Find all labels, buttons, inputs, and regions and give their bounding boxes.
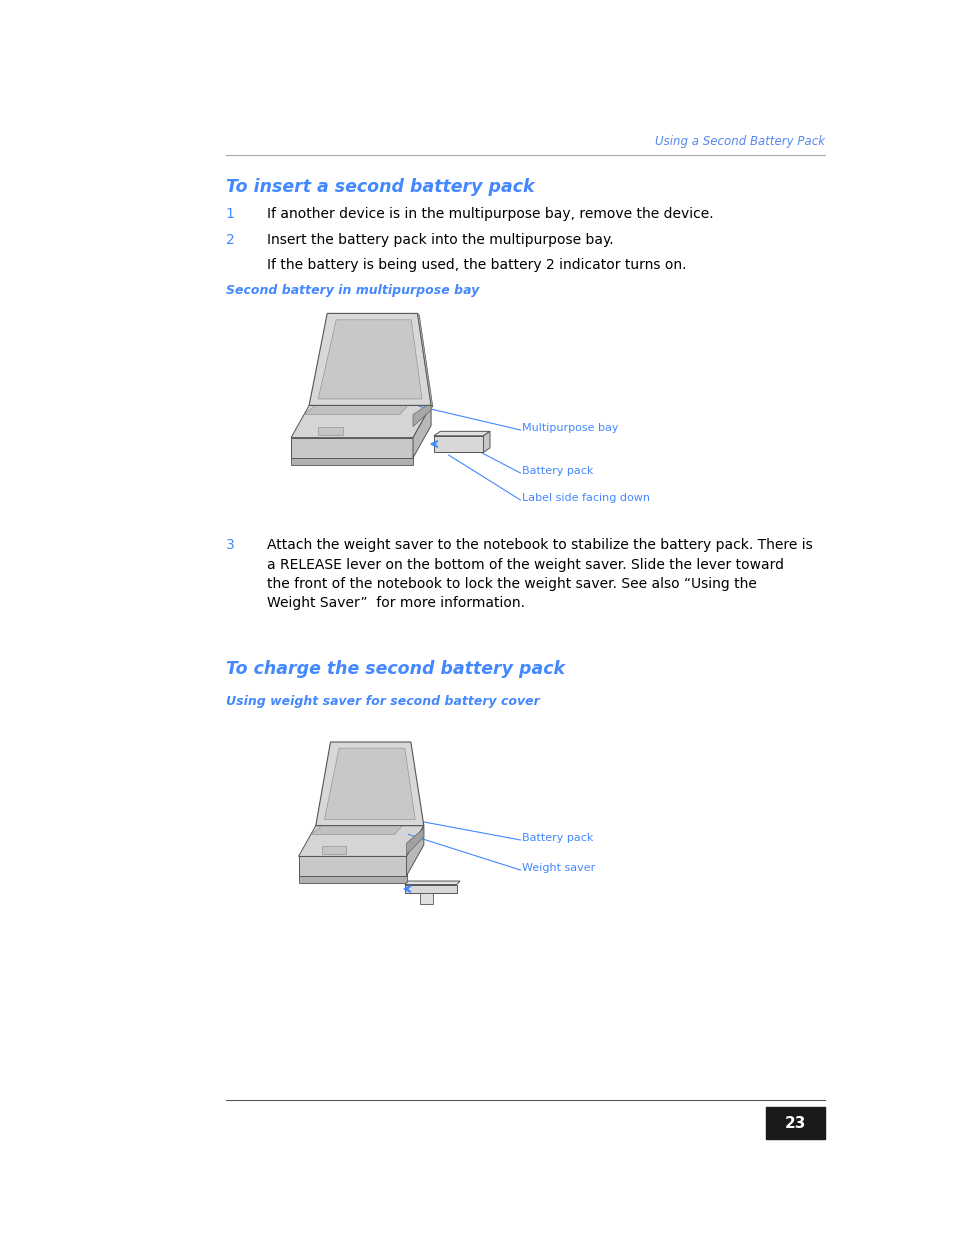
Polygon shape xyxy=(312,823,404,835)
Polygon shape xyxy=(406,829,423,855)
Text: Battery pack: Battery pack xyxy=(522,466,593,475)
Text: 3: 3 xyxy=(226,538,234,552)
Text: 2: 2 xyxy=(226,233,234,247)
Text: Weight saver: Weight saver xyxy=(522,863,595,873)
Polygon shape xyxy=(483,431,490,452)
Polygon shape xyxy=(406,826,423,876)
Polygon shape xyxy=(420,893,433,904)
Polygon shape xyxy=(317,426,343,435)
Text: If the battery is being used, the battery 2 indicator turns on.: If the battery is being used, the batter… xyxy=(267,258,686,272)
FancyBboxPatch shape xyxy=(765,1107,824,1139)
Text: Using a Second Battery Pack: Using a Second Battery Pack xyxy=(654,135,824,148)
Text: Battery pack: Battery pack xyxy=(522,832,593,844)
Text: To charge the second battery pack: To charge the second battery pack xyxy=(226,659,564,678)
Polygon shape xyxy=(304,403,410,415)
Polygon shape xyxy=(404,881,459,884)
Text: Multipurpose bay: Multipurpose bay xyxy=(522,424,618,433)
Polygon shape xyxy=(434,436,483,452)
Polygon shape xyxy=(404,884,456,893)
Polygon shape xyxy=(417,314,433,408)
Polygon shape xyxy=(413,405,431,458)
Text: Insert the battery pack into the multipurpose bay.: Insert the battery pack into the multipu… xyxy=(267,233,613,247)
Polygon shape xyxy=(291,405,431,437)
Text: 1: 1 xyxy=(226,207,234,221)
Polygon shape xyxy=(317,320,421,399)
Polygon shape xyxy=(413,403,431,426)
Polygon shape xyxy=(298,876,406,883)
Text: Using weight saver for second battery cover: Using weight saver for second battery co… xyxy=(226,695,539,708)
Polygon shape xyxy=(309,314,431,405)
Polygon shape xyxy=(291,458,413,466)
Polygon shape xyxy=(291,437,413,458)
Text: Attach the weight saver to the notebook to stabilize the battery pack. There is
: Attach the weight saver to the notebook … xyxy=(267,538,812,610)
Text: If another device is in the multipurpose bay, remove the device.: If another device is in the multipurpose… xyxy=(267,207,713,221)
Polygon shape xyxy=(321,846,346,853)
Polygon shape xyxy=(315,742,423,826)
Polygon shape xyxy=(298,826,423,856)
Polygon shape xyxy=(434,431,490,436)
Polygon shape xyxy=(324,748,415,820)
Text: Label side facing down: Label side facing down xyxy=(522,493,650,503)
Text: 23: 23 xyxy=(784,1115,805,1130)
Text: Second battery in multipurpose bay: Second battery in multipurpose bay xyxy=(226,284,478,296)
Polygon shape xyxy=(298,856,406,876)
Text: To insert a second battery pack: To insert a second battery pack xyxy=(226,178,534,196)
